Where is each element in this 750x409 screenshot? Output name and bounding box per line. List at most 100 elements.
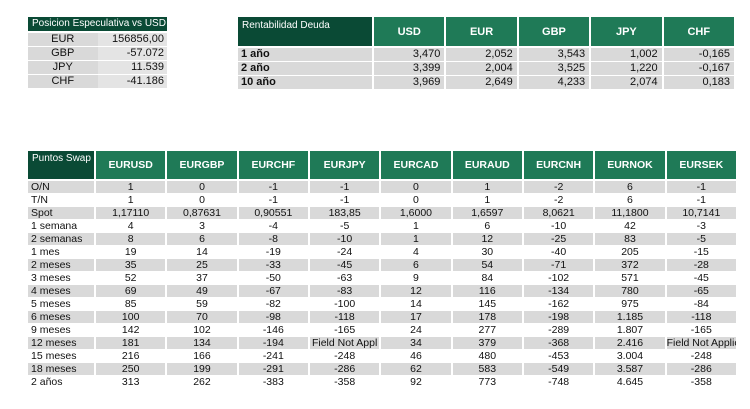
row-label: 18 meses (28, 362, 96, 376)
table-row: 4 meses 69 49 -67 -83 12 116 -134 780 -65 (28, 284, 739, 298)
value-cell: 975 (594, 297, 667, 311)
value-cell: 8 (95, 232, 168, 246)
table-row: T/N 1 0 -1 -1 0 1 -2 6 -1 (28, 193, 739, 207)
value-cell: -241 (237, 349, 310, 363)
value-cell: 480 (451, 349, 524, 363)
value-cell: -4 (237, 219, 310, 233)
table-row: 2 semanas 8 6 -8 -10 1 12 -25 83 -5 (28, 232, 739, 246)
table-row: EUR 156856,00 (28, 32, 167, 47)
value-cell: -289 (522, 323, 596, 337)
value-cell: -25 (522, 232, 596, 246)
value-cell: 24 (380, 323, 453, 337)
value-cell: -71 (522, 258, 596, 272)
table-row: 2 años 313 262 -383 -358 92 773 -748 4.645 -358 (28, 375, 739, 389)
table-row: 1 mes 19 14 -19 -24 4 30 -40 205 -15 (28, 245, 739, 259)
value-cell: -84 (665, 297, 739, 311)
row-label: T/N (28, 193, 96, 207)
value-cell: -358 (308, 375, 382, 389)
value-cell: 0 (166, 193, 239, 207)
value-cell: -40 (522, 245, 596, 259)
value-cell: 3.587 (594, 362, 667, 376)
table-row: 5 meses 85 59 -82 -100 14 145 -162 975 -84 (28, 297, 739, 311)
value-cell: -194 (237, 336, 310, 350)
value-cell: 62 (380, 362, 453, 376)
row-label: 1 semana (28, 219, 96, 233)
value-cell: 34 (380, 336, 453, 350)
value-cell: 134 (166, 336, 239, 350)
row-label: 4 meses (28, 284, 96, 298)
value-cell: 3.004 (594, 349, 667, 363)
value-cell: -65 (665, 284, 739, 298)
value-cell: 313 (95, 375, 168, 389)
value-cell: 2,074 (590, 75, 664, 90)
row-label: 1 año (238, 47, 374, 62)
table-row: 2 año 3,399 2,004 3,525 1,220 -0,167 (238, 61, 737, 76)
value-cell: 12 (380, 284, 453, 298)
table-row: O/N 1 0 -1 -1 0 1 -2 6 -1 (28, 180, 739, 194)
value-cell: 199 (166, 362, 239, 376)
value-cell: 2.416 (594, 336, 667, 350)
row-label: 2 años (28, 375, 96, 389)
value-cell: 92 (380, 375, 453, 389)
currency-cell: GBP (28, 46, 98, 61)
column-header-eurcad: EURCAD (380, 151, 453, 181)
value-cell: 3 (166, 219, 239, 233)
value-cell: 181 (95, 336, 168, 350)
value-cell: 372 (594, 258, 667, 272)
value-cell: 52 (95, 271, 168, 285)
swap-table-title: Puntos Swap (28, 151, 96, 181)
row-label: 5 meses (28, 297, 96, 311)
value-cell: -453 (522, 349, 596, 363)
value-cell: 216 (95, 349, 168, 363)
value-cell: -2 (522, 180, 596, 194)
value-cell: -358 (665, 375, 739, 389)
value-cell: 10,7141 (665, 206, 739, 220)
column-header-eurusd: EURUSD (95, 151, 168, 181)
column-header-chf: CHF (662, 17, 737, 48)
value-cell: Field Not Applicable (665, 336, 739, 350)
value-cell: 0 (380, 193, 453, 207)
value-cell: -248 (665, 349, 739, 363)
value-cell: 9 (380, 271, 453, 285)
table-row: 1 semana 4 3 -4 -5 1 6 -10 42 -3 (28, 219, 739, 233)
value-cell: -1 (308, 193, 382, 207)
value-cell: -383 (237, 375, 310, 389)
value-cell: 156856,00 (97, 32, 167, 47)
row-label: 2 meses (28, 258, 96, 272)
value-cell: -165 (665, 323, 739, 337)
value-cell: 0,183 (662, 75, 737, 90)
value-cell: -102 (522, 271, 596, 285)
value-cell: 116 (451, 284, 524, 298)
value-cell: 2,004 (445, 61, 519, 76)
value-cell: 100 (95, 310, 168, 324)
value-cell: 17 (380, 310, 453, 324)
value-cell: 102 (166, 323, 239, 337)
table-row: CHF -41.186 (28, 74, 167, 89)
row-label: Spot (28, 206, 96, 220)
value-cell: 205 (594, 245, 667, 259)
value-cell: -748 (522, 375, 596, 389)
column-header-jpy: JPY (590, 17, 664, 48)
puntos-swap-table: Puntos Swap EURUSD EURGBP EURCHF EURJPY … (28, 151, 739, 389)
table-row: 12 meses 181 134 -194 Field Not Appl 34 379 -36… (28, 336, 739, 350)
value-cell: -286 (665, 362, 739, 376)
value-cell: -28 (665, 258, 739, 272)
value-cell: -1 (665, 180, 739, 194)
value-cell: -118 (308, 310, 382, 324)
currency-cell: JPY (28, 60, 98, 75)
value-cell: -10 (522, 219, 596, 233)
value-cell: 3,399 (373, 61, 447, 76)
value-cell: 35 (95, 258, 168, 272)
value-cell: 11.539 (97, 60, 167, 75)
column-header-eurjpy: EURJPY (308, 151, 382, 181)
value-cell: 25 (166, 258, 239, 272)
currency-cell: CHF (28, 74, 98, 89)
value-cell: 379 (451, 336, 524, 350)
value-cell: 6 (594, 193, 667, 207)
value-cell: 6 (380, 258, 453, 272)
table-header-row: Puntos Swap EURUSD EURGBP EURCHF EURJPY … (28, 151, 739, 181)
value-cell: -10 (308, 232, 382, 246)
row-label: O/N (28, 180, 96, 194)
value-cell: 773 (451, 375, 524, 389)
table-row: 3 meses 52 37 -50 -63 9 84 -102 571 -45 (28, 271, 739, 285)
